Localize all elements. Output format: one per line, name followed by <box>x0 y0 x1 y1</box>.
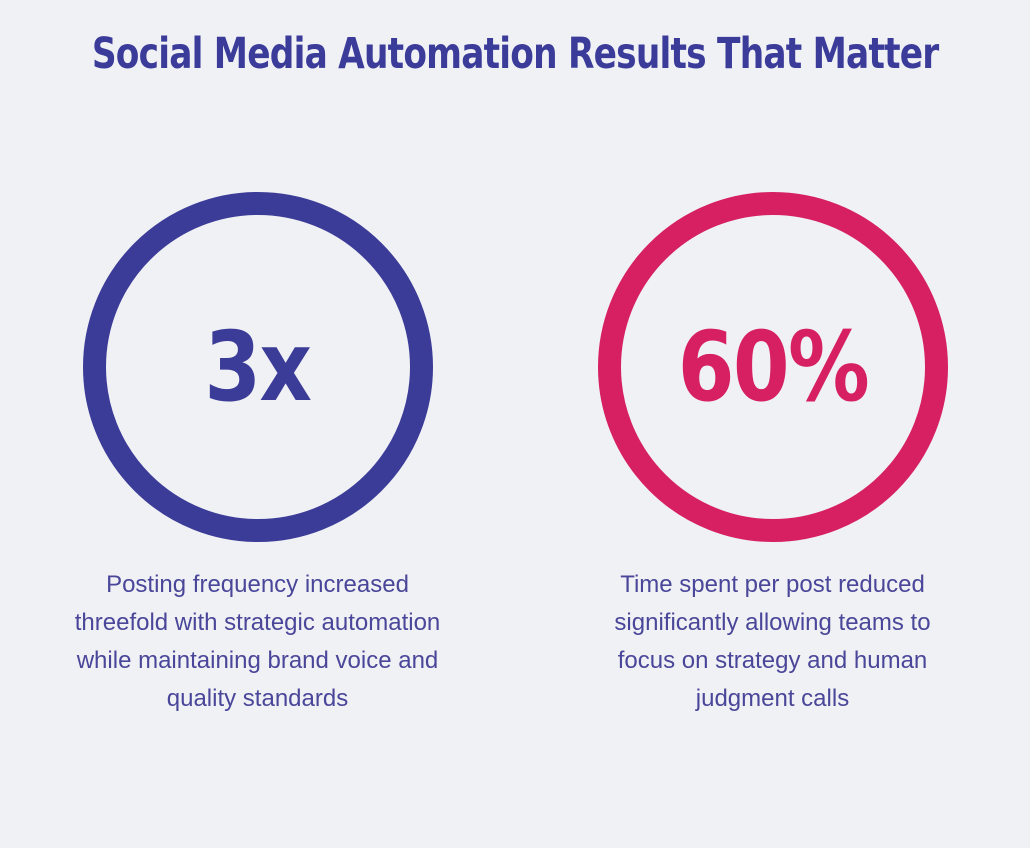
page-title: Social Media Automation Results That Mat… <box>91 29 939 79</box>
stat-circle-time-saved: 60% <box>597 192 948 542</box>
stats-row: 3x Posting frequency increased threefold… <box>0 192 1030 718</box>
stat-value-time-saved: 60% <box>677 311 869 423</box>
stat-description-time-saved: Time spent per post reduced significantl… <box>614 571 931 712</box>
stat-description-posting-frequency: Posting frequency increased threefold wi… <box>74 571 441 712</box>
stat-card-posting-frequency: 3x Posting frequency increased threefold… <box>0 192 515 718</box>
stat-value-posting-frequency: 3x <box>204 311 312 423</box>
stat-circle-posting-frequency: 3x <box>82 192 433 542</box>
stat-card-time-saved: 60% Time spent per post reduced signific… <box>515 192 1030 718</box>
